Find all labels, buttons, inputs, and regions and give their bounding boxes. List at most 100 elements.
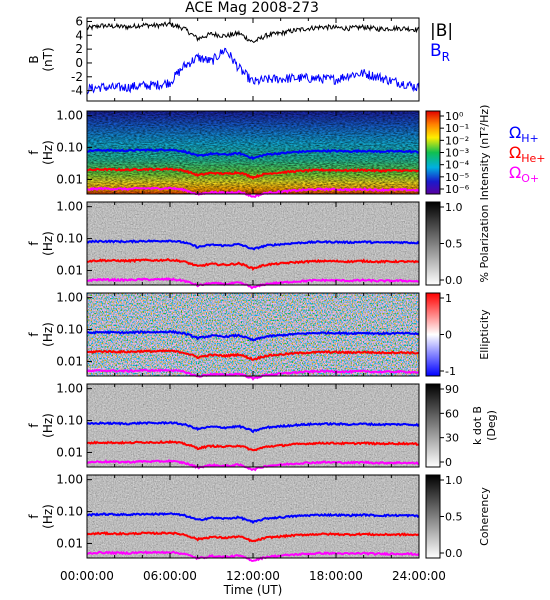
colorbar3-label: Ellipticity xyxy=(478,309,491,360)
legend-omega-o-sub: O+ xyxy=(521,172,539,185)
panel-polarization-background xyxy=(87,202,419,285)
colorbar2-label: % Polarization xyxy=(478,205,491,283)
colorbar5-label: Coherency xyxy=(478,487,491,546)
colorbar4-tick-label: 60 xyxy=(445,407,459,420)
x-axis-label: Time (UT) xyxy=(223,583,283,597)
colorbar3-tick-label: -1 xyxy=(445,365,456,378)
legend-omega-h: ΩH+ xyxy=(509,123,539,145)
panel2-omega-o-line xyxy=(86,276,420,290)
legend-omega-he-sub: He+ xyxy=(521,152,545,165)
panel5-ylabel-unit: (Hz) xyxy=(41,504,55,529)
x-tick-label: 06:00:00 xyxy=(143,569,197,583)
panel1-omega-he-line xyxy=(86,166,420,180)
panel3-ytick-label: 0.01 xyxy=(56,354,83,368)
panel3-ylabel: f xyxy=(27,332,41,337)
colorbar4-tick-label: 30 xyxy=(445,432,459,445)
bfield-ytick-label: -4 xyxy=(71,84,83,98)
panel1-omega-h-line xyxy=(87,148,420,161)
colorbar-polarization xyxy=(425,201,441,286)
colorbar1-tick-label: 10⁻¹ xyxy=(445,122,469,135)
colorbar5-tick-label: 0.0 xyxy=(445,547,463,560)
panel4-omega-he-line xyxy=(86,439,420,452)
panel2-ytick-label: 0.01 xyxy=(56,263,83,277)
legend-omega-o-symbol: Ω xyxy=(509,163,521,182)
bfield-legend: |B| BR xyxy=(430,21,453,64)
legend-b-r: BR xyxy=(430,41,450,64)
panel1-ylabel-unit: (Hz) xyxy=(41,140,55,165)
colorbar-coherency xyxy=(425,474,441,559)
panel0-ylabel: B xyxy=(27,55,41,63)
colorbar1-tick-label: 10⁻² xyxy=(445,134,469,147)
panel1-ytick-label: 0.01 xyxy=(56,172,83,186)
legend-omega-he: ΩHe+ xyxy=(509,143,546,165)
legend-b-total: |B| xyxy=(430,21,453,41)
panel5-ytick-label: 0.01 xyxy=(56,536,83,550)
panel1-omega-o-line xyxy=(86,186,420,198)
data-layer xyxy=(86,21,420,562)
colorbar1-tick-label: 10⁻⁵ xyxy=(445,171,469,184)
panel3-omega-o-line xyxy=(86,368,420,381)
panel5-omega-he-line xyxy=(86,531,420,543)
panel4-omega-h-line xyxy=(86,421,420,434)
colorbar3-tick-label: 0 xyxy=(445,329,452,342)
panel4-ytick-label: 0.10 xyxy=(56,414,83,428)
omega-legend: ΩH+ ΩHe+ ΩO+ xyxy=(509,123,546,185)
colorbar3-tick-label: 1 xyxy=(445,292,452,305)
bfield-ytick-label: 0 xyxy=(75,56,83,70)
panel2-ylabel-unit: (Hz) xyxy=(41,231,55,256)
colorbar4-tick-label: 90 xyxy=(445,383,459,396)
panel4-ytick-label: 0.01 xyxy=(56,445,83,459)
legend-omega-h-sub: H+ xyxy=(521,132,539,145)
bfield-ytick-label: 6 xyxy=(75,14,83,28)
colorbar4-tick-label: 0 xyxy=(445,456,452,469)
panel-intensity-texture xyxy=(87,111,419,194)
colorbar1-tick-label: 10⁻⁶ xyxy=(445,183,470,196)
panel3-ytick-label: 0.10 xyxy=(56,323,83,337)
bfield-ytick-label: -2 xyxy=(71,70,83,84)
x-tick-label: 24:00:00 xyxy=(392,569,446,583)
panel0-ylabel-unit: (nT) xyxy=(41,47,55,71)
legend-b-r-sub: R xyxy=(442,50,450,64)
bfield-ytick-label: 4 xyxy=(75,28,83,42)
colorbar4-label-unit: (Deg) xyxy=(485,410,498,441)
bfield-ytick-label: 2 xyxy=(75,42,83,56)
panel1-ytick-label: 0.10 xyxy=(56,141,83,155)
panel-coherency-background xyxy=(87,475,419,558)
colorbar1-label: Intensity (nT²/Hz) xyxy=(478,105,491,201)
colorbar-intensity xyxy=(425,110,441,195)
panel1-ytick-label: 1.00 xyxy=(56,109,83,123)
x-tick-label: 00:00:00 xyxy=(60,569,114,583)
panel3-ylabel-unit: (Hz) xyxy=(41,322,55,347)
colorbar5-tick-label: 0.5 xyxy=(445,511,463,524)
panel5-ylabel: f xyxy=(27,514,41,519)
legend-omega-he-symbol: Ω xyxy=(509,143,521,162)
series-b-r-line xyxy=(86,47,420,95)
panel4-ylabel: f xyxy=(27,423,41,428)
panel5-omega-h-line xyxy=(86,512,420,525)
panel-ellipticity-background xyxy=(87,293,419,376)
x-tick-label: 12:00:00 xyxy=(226,569,280,583)
legend-omega-o: ΩO+ xyxy=(509,163,539,185)
panel5-ytick-label: 1.00 xyxy=(56,473,83,487)
panel2-ytick-label: 0.10 xyxy=(56,232,83,246)
chart-title: ACE Mag 2008-273 xyxy=(185,0,319,16)
panel5-omega-o-line xyxy=(86,550,420,562)
panel2-omega-h-line xyxy=(86,239,420,251)
series-b-total-line xyxy=(86,21,420,44)
panel-backgrounds xyxy=(87,18,419,558)
panel2-ytick-label: 1.00 xyxy=(56,200,83,214)
legend-omega-h-symbol: Ω xyxy=(509,123,521,142)
panel2-ylabel: f xyxy=(27,241,41,246)
colorbar1-tick-label: 10⁰ xyxy=(445,110,464,123)
panel-kdotb-background xyxy=(87,384,419,467)
panel2-omega-he-line xyxy=(86,257,420,271)
colorbar4-label: k dot B xyxy=(471,406,484,445)
colorbar-ellipticity xyxy=(425,292,441,377)
panel3-omega-h-line xyxy=(86,329,420,342)
panel4-ylabel-unit: (Hz) xyxy=(41,413,55,438)
panel4-ytick-label: 1.00 xyxy=(56,382,83,396)
panel5-ytick-label: 0.10 xyxy=(56,505,83,519)
colorbar2-tick-label: 0.5 xyxy=(445,238,463,251)
